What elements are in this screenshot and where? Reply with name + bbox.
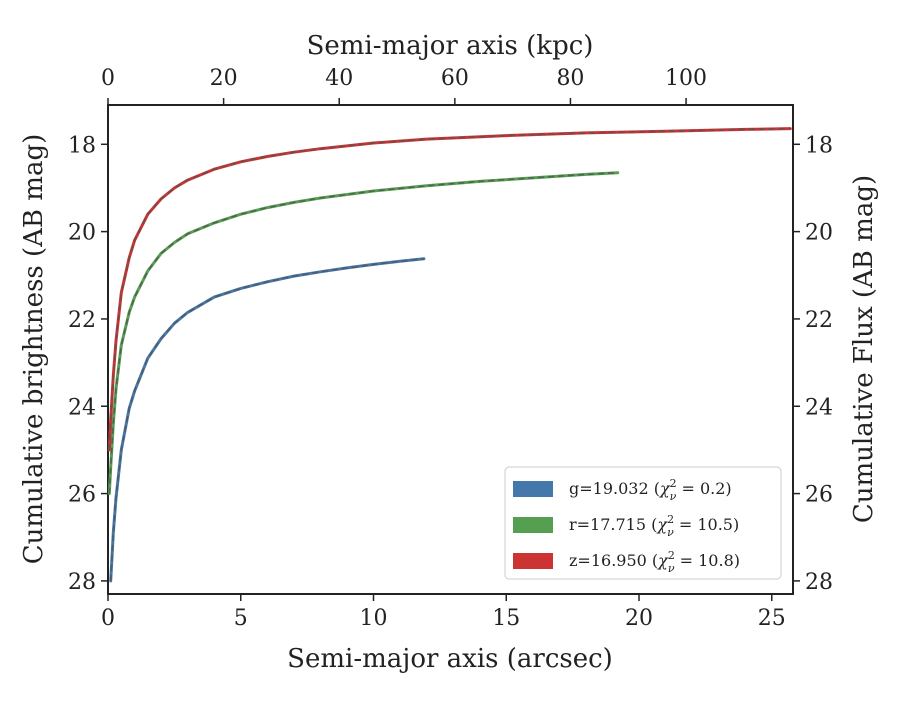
legend-label-g: g=19.032 (χ2 ν = 0.2)	[569, 477, 732, 503]
x-tick-label: 15	[492, 606, 520, 631]
y-tick-label: 26	[68, 483, 96, 508]
right-axis-ticks: 18 20 22 24 26 28	[793, 133, 833, 595]
x-tick-label: 5	[234, 606, 248, 631]
plot-frame	[107, 104, 794, 595]
series-layer	[107, 127, 792, 583]
right-tick-label: 26	[805, 483, 833, 508]
legend-swatch-r	[513, 517, 553, 533]
top-tick-label: 100	[665, 66, 707, 91]
legend-frame	[504, 466, 782, 580]
right-tick-label: 28	[805, 570, 833, 595]
y-tick-label: 24	[68, 395, 96, 420]
plot-border	[107, 104, 794, 595]
model-line-1	[108, 171, 618, 494]
x-axis-ticks: 0 5 10 15 20 25	[101, 594, 786, 631]
x-tick-label: 25	[758, 606, 786, 631]
y-axis-ticks: 18 20 22 24 26 28	[68, 133, 108, 595]
y-axis-title: Cumulative brightness (AB mag)	[19, 134, 49, 565]
legend-label-r: r=17.715 (χ2 ν = 10.5)	[569, 513, 739, 539]
right-tick-label: 24	[805, 395, 833, 420]
series-line-1	[107, 171, 620, 496]
y-tick-label: 18	[68, 133, 96, 158]
legend-swatch-g	[513, 481, 553, 497]
top-tick-label: 20	[210, 66, 238, 91]
legend: g=19.032 (χ2 ν = 0.2) r=17.715 (χ2 ν = 10.…	[504, 466, 782, 580]
top-tick-label: 80	[556, 66, 584, 91]
y-tick-label: 22	[68, 308, 96, 333]
top-tick-label: 0	[101, 66, 115, 91]
x-tick-label: 20	[625, 606, 653, 631]
right-tick-label: 20	[805, 221, 833, 246]
legend-swatch-z	[513, 553, 553, 569]
x-axis-title: Semi-major axis (arcsec)	[287, 644, 613, 674]
top-tick-label: 60	[441, 66, 469, 91]
top-tick-label: 40	[325, 66, 353, 91]
model-line-2	[108, 127, 791, 450]
y-tick-label: 28	[68, 570, 96, 595]
series-line-0	[109, 257, 426, 583]
y-tick-label: 20	[68, 221, 96, 246]
x-tick-label: 10	[360, 606, 388, 631]
right-y-axis-title: Cumulative Flux (AB mag)	[849, 175, 879, 523]
right-tick-label: 22	[805, 308, 833, 333]
x-tick-label: 0	[101, 606, 115, 631]
right-tick-label: 18	[805, 133, 833, 158]
top-axis-ticks: 0 20 40 60 80 100	[101, 66, 707, 105]
top-x-axis-title: Semi-major axis (kpc)	[307, 31, 594, 61]
legend-label-z: z=16.950 (χ2 ν = 10.8)	[569, 549, 740, 575]
model-line-0	[109, 257, 424, 581]
series-line-2	[107, 127, 792, 452]
